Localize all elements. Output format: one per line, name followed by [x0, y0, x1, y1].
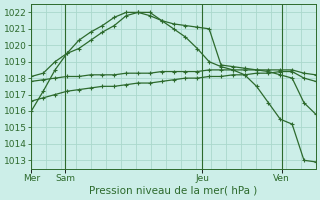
X-axis label: Pression niveau de la mer( hPa ): Pression niveau de la mer( hPa ) — [90, 186, 258, 196]
